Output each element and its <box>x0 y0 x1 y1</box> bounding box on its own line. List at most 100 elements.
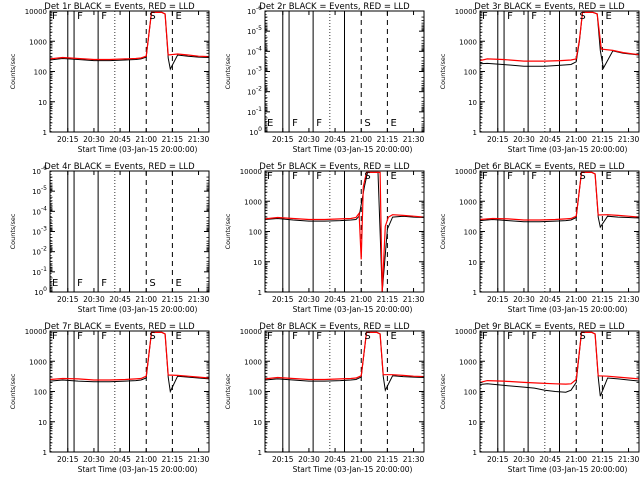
x-tick-label: 21:15 <box>162 135 184 144</box>
x-axis-label: Start Time (03-Jan-15 20:00:00) <box>78 305 198 314</box>
annotation-label: E <box>52 278 58 289</box>
chart-title: Det 4r BLACK = Events, RED = LLD <box>44 162 195 172</box>
x-tick-label: 21:15 <box>592 135 614 144</box>
x-axis-label: Start Time (03-Jan-15 20:00:00) <box>78 465 198 474</box>
series-line-events <box>264 171 425 293</box>
y-axis-label: Counts/sec <box>9 53 17 89</box>
x-tick-label: 21:30 <box>618 135 640 144</box>
x-tick-label: 20:15 <box>57 295 79 304</box>
annotation-label: F <box>531 171 537 182</box>
x-tick-label: 20:45 <box>109 455 131 464</box>
x-axis-label: Start Time (03-Jan-15 20:00:00) <box>508 465 628 474</box>
annotation-label: F <box>507 171 513 182</box>
y-tick-label: 10 <box>468 99 477 107</box>
annotation-label: E <box>390 171 396 182</box>
x-tick-label: 21:15 <box>162 455 184 464</box>
chart-title: Det 1r BLACK = Events, RED = LLD <box>44 2 195 12</box>
x-tick-label: 21:30 <box>188 295 210 304</box>
annotation-label: F <box>482 331 488 342</box>
y-axis-label: Counts/sec <box>224 213 232 249</box>
x-tick-label: 20:15 <box>487 455 509 464</box>
y-tick-label: 10 <box>468 419 477 427</box>
annotation-label: F <box>292 171 298 182</box>
y-axis-label: Counts/sec <box>224 53 232 89</box>
series-line-lld <box>264 171 425 293</box>
annotation-label: F <box>101 278 107 289</box>
chart-title: Det 7r BLACK = Events, RED = LLD <box>44 322 195 332</box>
annotation-label: F <box>101 11 107 22</box>
annotation-label: F <box>292 331 298 342</box>
y-tick-label: 100 <box>34 389 47 397</box>
x-tick-label: 20:45 <box>539 135 561 144</box>
y-axis-label: Counts/sec <box>439 53 447 89</box>
y-tick-label: 10 <box>38 99 47 107</box>
annotation-label: F <box>101 331 107 342</box>
x-tick-label: 21:00 <box>135 295 157 304</box>
x-tick-label: 21:15 <box>592 295 614 304</box>
y-tick-label: 10-6 <box>247 5 262 16</box>
y-tick-label: 10000 <box>25 8 47 16</box>
y-tick-label: 10-5 <box>247 25 262 36</box>
x-tick-label: 20:15 <box>57 135 79 144</box>
x-axis-label: Start Time (03-Jan-15 20:00:00) <box>293 145 413 154</box>
chart-title: Det 5r BLACK = Events, RED = LLD <box>259 162 410 172</box>
y-tick-label: 10-4 <box>32 205 47 216</box>
x-tick-label: 20:45 <box>539 295 561 304</box>
annotation-label: S <box>149 278 155 289</box>
y-tick-label: 10000 <box>455 328 477 336</box>
series-line-lld <box>264 331 425 381</box>
y-tick-label: 10-2 <box>247 86 262 97</box>
y-tick-label: 1 <box>473 129 477 137</box>
series-line-lld <box>49 11 210 61</box>
y-tick-label: 10-6 <box>32 165 47 176</box>
y-tick-label: 1 <box>258 449 262 457</box>
y-tick-label: 1000 <box>29 358 47 366</box>
chart-panel-7: Det 7r BLACK = Events, RED = LLD Start Ti… <box>9 322 210 474</box>
y-tick-label: 10000 <box>25 328 47 336</box>
annotation-label: F <box>507 331 513 342</box>
x-axis-label: Start Time (03-Jan-15 20:00:00) <box>508 305 628 314</box>
y-tick-label: 10 <box>253 259 262 267</box>
x-tick-label: 20:30 <box>513 295 535 304</box>
y-tick-label: 100 <box>249 229 262 237</box>
x-tick-label: 21:30 <box>188 135 210 144</box>
annotation-label: E <box>390 331 396 342</box>
annotation-label: S <box>579 171 585 182</box>
chart-panel-2: Det 2r BLACK = Events, RED = LLD Start Ti… <box>224 2 425 154</box>
y-tick-label: 10 <box>253 419 262 427</box>
x-axis-label: Start Time (03-Jan-15 20:00:00) <box>508 145 628 154</box>
x-tick-label: 20:45 <box>324 295 346 304</box>
chart-panel-6: Det 6r BLACK = Events, RED = LLD Start Ti… <box>439 162 640 314</box>
y-tick-label: 1 <box>473 449 477 457</box>
annotation-label: S <box>364 331 370 342</box>
y-tick-label: 100 <box>249 126 262 137</box>
x-tick-label: 20:45 <box>539 455 561 464</box>
y-axis-label: Counts/sec <box>439 213 447 249</box>
chart-panel-9: Det 9r BLACK = Events, RED = LLD Start Ti… <box>439 322 640 474</box>
y-tick-label: 100 <box>464 389 477 397</box>
y-tick-label: 100 <box>34 69 47 77</box>
annotation-label: F <box>316 331 322 342</box>
annotation-label: S <box>579 11 585 22</box>
x-tick-label: 21:00 <box>350 295 372 304</box>
annotation-label: F <box>316 118 322 129</box>
y-tick-label: 10-1 <box>32 266 47 277</box>
x-tick-label: 20:15 <box>272 295 294 304</box>
annotation-label: F <box>267 171 273 182</box>
y-axis-label: Counts/sec <box>9 213 17 249</box>
x-tick-label: 20:45 <box>324 135 346 144</box>
x-tick-label: 20:30 <box>83 135 105 144</box>
x-tick-label: 21:00 <box>350 455 372 464</box>
y-tick-label: 1000 <box>244 198 262 206</box>
chart-panel-5: Det 5r BLACK = Events, RED = LLD Start Ti… <box>224 162 425 314</box>
annotation-label: E <box>605 171 611 182</box>
annotation-label: F <box>531 11 537 22</box>
x-tick-label: 20:15 <box>272 455 294 464</box>
y-tick-label: 10000 <box>240 168 262 176</box>
annotation-label: F <box>316 171 322 182</box>
y-tick-label: 100 <box>34 286 47 297</box>
y-tick-label: 10-4 <box>247 45 262 56</box>
annotation-label: E <box>390 118 396 129</box>
annotation-label: S <box>364 118 370 129</box>
